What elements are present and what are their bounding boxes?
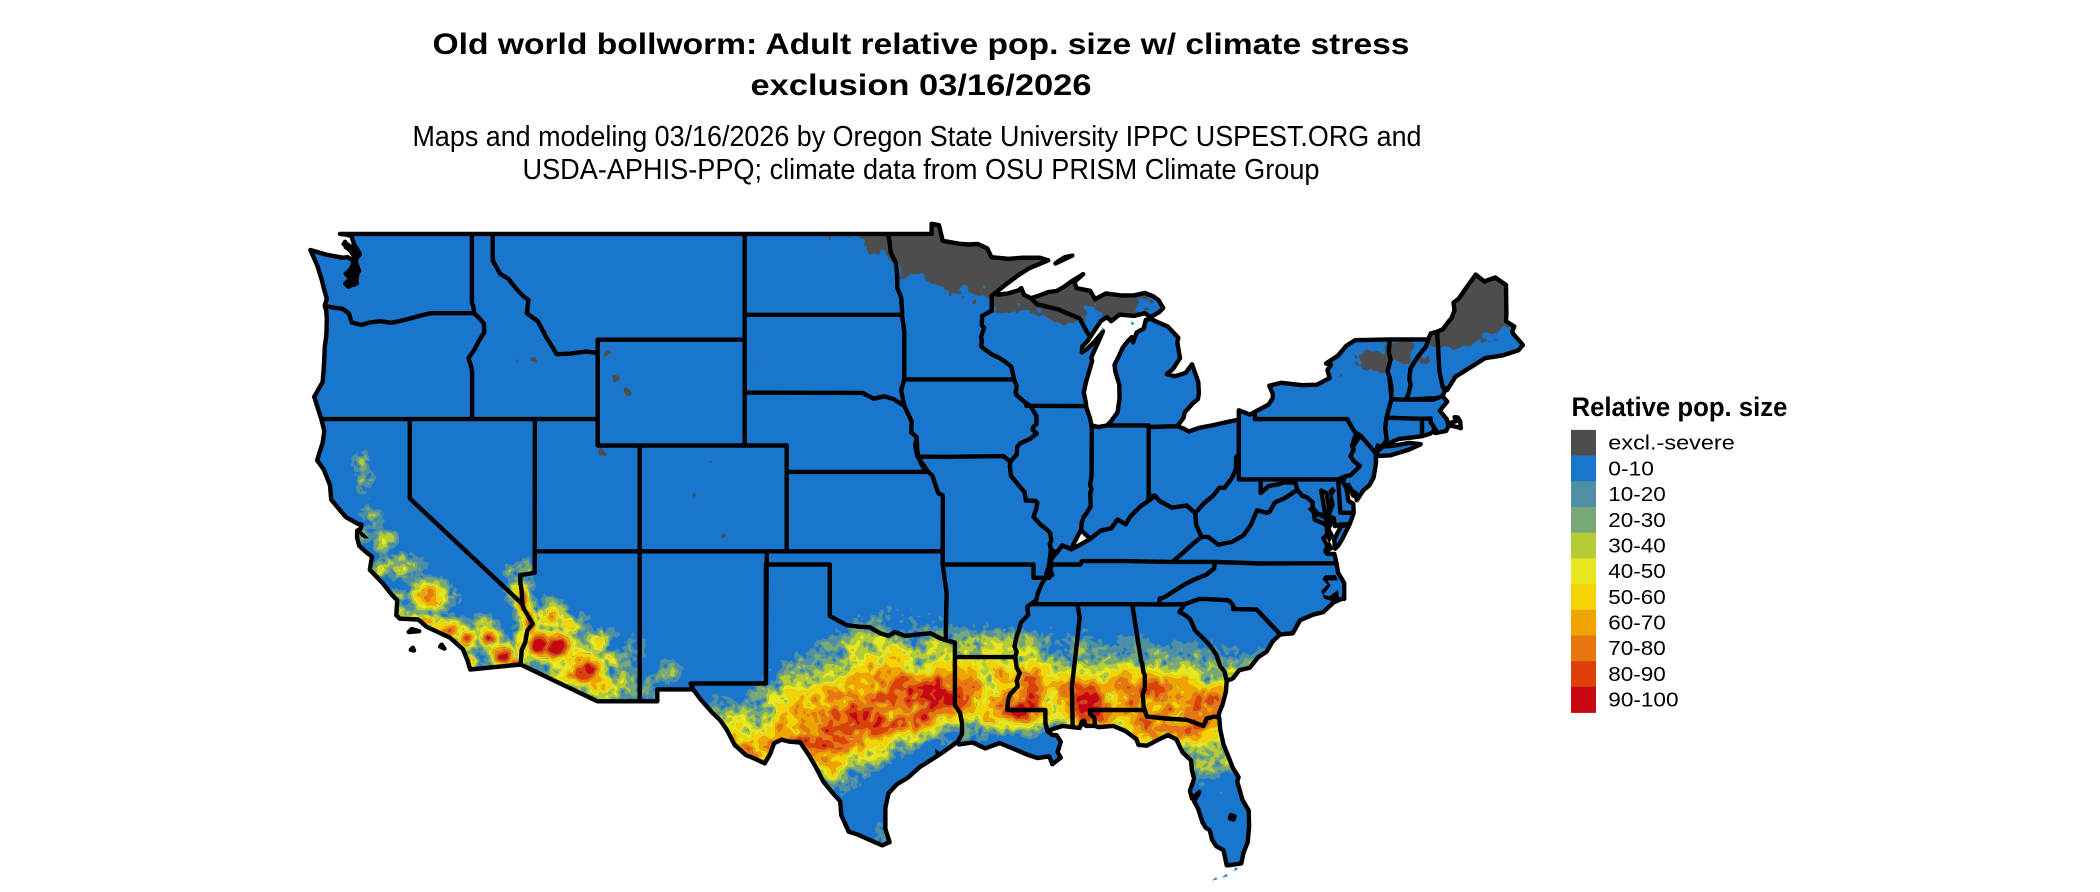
svg-text:excl.-severe: excl.-severe [1608, 432, 1735, 455]
svg-text:20-30: 20-30 [1608, 509, 1666, 532]
svg-text:60-70: 60-70 [1608, 612, 1666, 635]
svg-text:50-60: 50-60 [1608, 586, 1666, 609]
svg-text:80-90: 80-90 [1608, 663, 1666, 686]
svg-text:Old world bollworm: Adult rela: Old world bollworm: Adult relative pop. … [433, 28, 1410, 61]
svg-text:10-20: 10-20 [1608, 483, 1666, 506]
svg-text:90-100: 90-100 [1608, 689, 1678, 712]
svg-text:70-80: 70-80 [1608, 637, 1666, 660]
svg-text:0-10: 0-10 [1608, 457, 1654, 480]
svg-text:exclusion 03/16/2026: exclusion 03/16/2026 [751, 69, 1092, 102]
svg-text:USDA-APHIS-PPQ; climate data f: USDA-APHIS-PPQ; climate data from OSU PR… [523, 154, 1320, 186]
svg-text:40-50: 40-50 [1608, 560, 1666, 583]
svg-text:Relative pop. size: Relative pop. size [1572, 392, 1788, 422]
svg-text:Maps and modeling 03/16/2026 b: Maps and modeling 03/16/2026 by Oregon S… [413, 121, 1422, 153]
svg-text:30-40: 30-40 [1608, 534, 1666, 557]
